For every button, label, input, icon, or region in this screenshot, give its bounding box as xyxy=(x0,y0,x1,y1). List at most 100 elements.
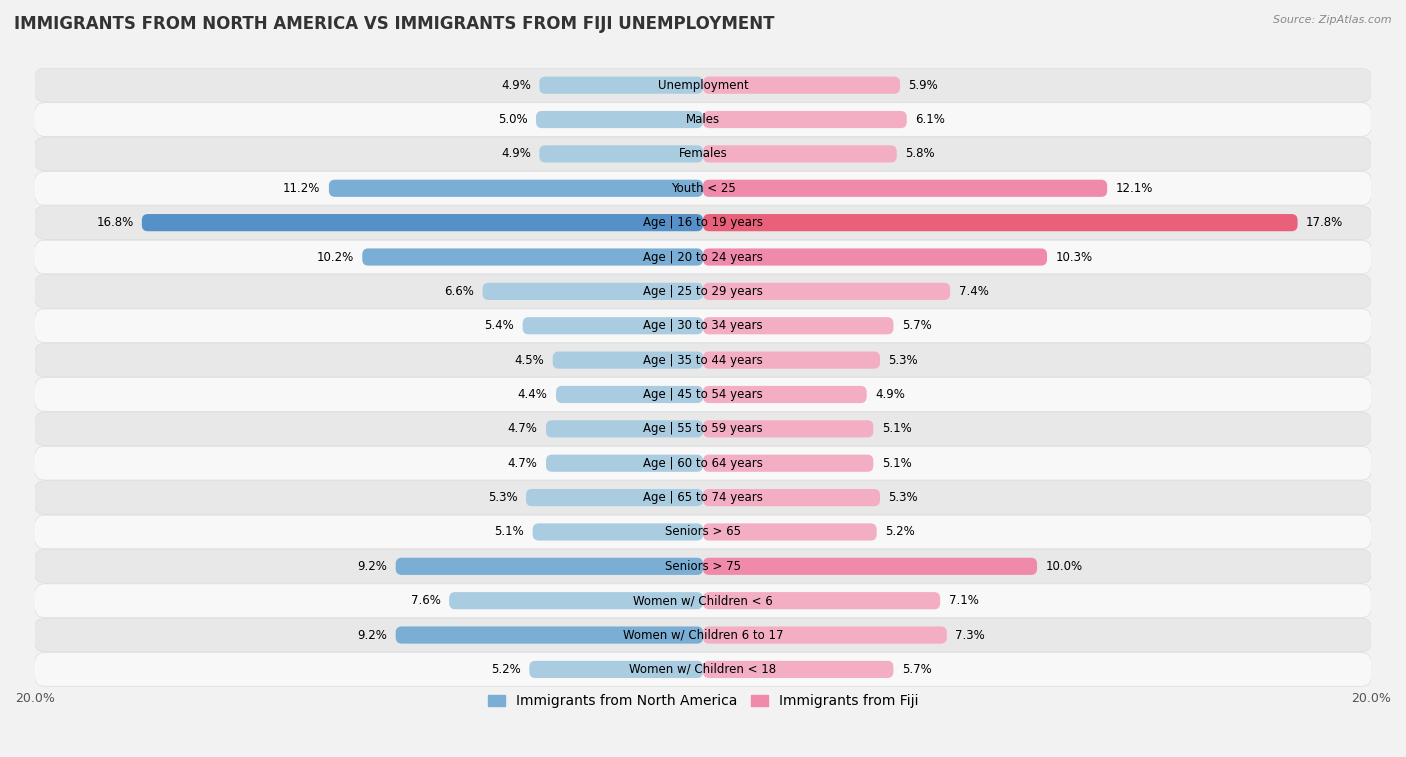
FancyBboxPatch shape xyxy=(35,343,1371,377)
Text: 5.2%: 5.2% xyxy=(491,663,522,676)
FancyBboxPatch shape xyxy=(35,240,1371,274)
FancyBboxPatch shape xyxy=(703,420,873,438)
Text: Unemployment: Unemployment xyxy=(658,79,748,92)
FancyBboxPatch shape xyxy=(35,309,1371,343)
FancyBboxPatch shape xyxy=(482,283,703,300)
Text: Age | 16 to 19 years: Age | 16 to 19 years xyxy=(643,217,763,229)
FancyBboxPatch shape xyxy=(703,179,1107,197)
FancyBboxPatch shape xyxy=(35,584,1371,618)
Text: 4.4%: 4.4% xyxy=(517,388,548,401)
FancyBboxPatch shape xyxy=(703,455,873,472)
Text: 10.2%: 10.2% xyxy=(316,251,354,263)
Text: Age | 25 to 29 years: Age | 25 to 29 years xyxy=(643,285,763,298)
FancyBboxPatch shape xyxy=(703,283,950,300)
Text: Age | 20 to 24 years: Age | 20 to 24 years xyxy=(643,251,763,263)
Text: Women w/ Children 6 to 17: Women w/ Children 6 to 17 xyxy=(623,628,783,641)
Text: 5.0%: 5.0% xyxy=(498,113,527,126)
Text: Age | 65 to 74 years: Age | 65 to 74 years xyxy=(643,491,763,504)
FancyBboxPatch shape xyxy=(523,317,703,335)
Legend: Immigrants from North America, Immigrants from Fiji: Immigrants from North America, Immigrant… xyxy=(482,689,924,714)
Text: 10.3%: 10.3% xyxy=(1056,251,1092,263)
FancyBboxPatch shape xyxy=(703,386,866,403)
Text: 7.3%: 7.3% xyxy=(955,628,986,641)
Text: Age | 30 to 34 years: Age | 30 to 34 years xyxy=(643,319,763,332)
Text: 12.1%: 12.1% xyxy=(1115,182,1153,195)
FancyBboxPatch shape xyxy=(35,481,1371,515)
Text: 16.8%: 16.8% xyxy=(96,217,134,229)
Text: 4.7%: 4.7% xyxy=(508,456,537,469)
Text: 5.1%: 5.1% xyxy=(495,525,524,538)
FancyBboxPatch shape xyxy=(703,317,893,335)
Text: Age | 55 to 59 years: Age | 55 to 59 years xyxy=(643,422,763,435)
Text: IMMIGRANTS FROM NORTH AMERICA VS IMMIGRANTS FROM FIJI UNEMPLOYMENT: IMMIGRANTS FROM NORTH AMERICA VS IMMIGRA… xyxy=(14,15,775,33)
Text: 4.9%: 4.9% xyxy=(875,388,905,401)
FancyBboxPatch shape xyxy=(536,111,703,128)
Text: Females: Females xyxy=(679,148,727,160)
FancyBboxPatch shape xyxy=(703,351,880,369)
Text: 10.0%: 10.0% xyxy=(1046,560,1083,573)
Text: Women w/ Children < 6: Women w/ Children < 6 xyxy=(633,594,773,607)
FancyBboxPatch shape xyxy=(35,515,1371,549)
Text: 4.7%: 4.7% xyxy=(508,422,537,435)
FancyBboxPatch shape xyxy=(142,214,703,231)
FancyBboxPatch shape xyxy=(35,618,1371,652)
FancyBboxPatch shape xyxy=(529,661,703,678)
FancyBboxPatch shape xyxy=(540,145,703,163)
FancyBboxPatch shape xyxy=(703,111,907,128)
Text: 7.1%: 7.1% xyxy=(949,594,979,607)
Text: Seniors > 75: Seniors > 75 xyxy=(665,560,741,573)
Text: 5.3%: 5.3% xyxy=(889,491,918,504)
Text: Source: ZipAtlas.com: Source: ZipAtlas.com xyxy=(1274,15,1392,25)
FancyBboxPatch shape xyxy=(703,214,1298,231)
Text: 5.1%: 5.1% xyxy=(882,456,911,469)
Text: 9.2%: 9.2% xyxy=(357,560,387,573)
Text: 7.4%: 7.4% xyxy=(959,285,988,298)
FancyBboxPatch shape xyxy=(395,558,703,575)
Text: 5.7%: 5.7% xyxy=(901,663,932,676)
Text: 17.8%: 17.8% xyxy=(1306,217,1343,229)
FancyBboxPatch shape xyxy=(35,68,1371,102)
FancyBboxPatch shape xyxy=(703,558,1038,575)
FancyBboxPatch shape xyxy=(35,275,1371,308)
FancyBboxPatch shape xyxy=(35,550,1371,583)
Text: Youth < 25: Youth < 25 xyxy=(671,182,735,195)
FancyBboxPatch shape xyxy=(395,627,703,643)
Text: 5.7%: 5.7% xyxy=(901,319,932,332)
Text: Women w/ Children < 18: Women w/ Children < 18 xyxy=(630,663,776,676)
Text: 11.2%: 11.2% xyxy=(283,182,321,195)
FancyBboxPatch shape xyxy=(703,523,877,540)
FancyBboxPatch shape xyxy=(533,523,703,540)
Text: 5.2%: 5.2% xyxy=(884,525,915,538)
FancyBboxPatch shape xyxy=(329,179,703,197)
Text: 4.9%: 4.9% xyxy=(501,148,531,160)
FancyBboxPatch shape xyxy=(703,627,946,643)
Text: 7.6%: 7.6% xyxy=(411,594,441,607)
FancyBboxPatch shape xyxy=(703,76,900,94)
Text: 5.9%: 5.9% xyxy=(908,79,938,92)
FancyBboxPatch shape xyxy=(546,455,703,472)
Text: 6.1%: 6.1% xyxy=(915,113,945,126)
FancyBboxPatch shape xyxy=(35,378,1371,411)
FancyBboxPatch shape xyxy=(526,489,703,506)
FancyBboxPatch shape xyxy=(35,653,1371,687)
Text: 4.9%: 4.9% xyxy=(501,79,531,92)
FancyBboxPatch shape xyxy=(35,137,1371,171)
Text: 5.3%: 5.3% xyxy=(889,354,918,366)
FancyBboxPatch shape xyxy=(449,592,703,609)
Text: 9.2%: 9.2% xyxy=(357,628,387,641)
Text: Age | 35 to 44 years: Age | 35 to 44 years xyxy=(643,354,763,366)
FancyBboxPatch shape xyxy=(35,103,1371,136)
Text: 5.3%: 5.3% xyxy=(488,491,517,504)
FancyBboxPatch shape xyxy=(555,386,703,403)
FancyBboxPatch shape xyxy=(35,171,1371,205)
FancyBboxPatch shape xyxy=(35,206,1371,239)
FancyBboxPatch shape xyxy=(35,412,1371,446)
FancyBboxPatch shape xyxy=(553,351,703,369)
FancyBboxPatch shape xyxy=(540,76,703,94)
FancyBboxPatch shape xyxy=(703,592,941,609)
FancyBboxPatch shape xyxy=(703,489,880,506)
Text: 5.1%: 5.1% xyxy=(882,422,911,435)
Text: 6.6%: 6.6% xyxy=(444,285,474,298)
Text: Age | 45 to 54 years: Age | 45 to 54 years xyxy=(643,388,763,401)
Text: 5.8%: 5.8% xyxy=(905,148,935,160)
